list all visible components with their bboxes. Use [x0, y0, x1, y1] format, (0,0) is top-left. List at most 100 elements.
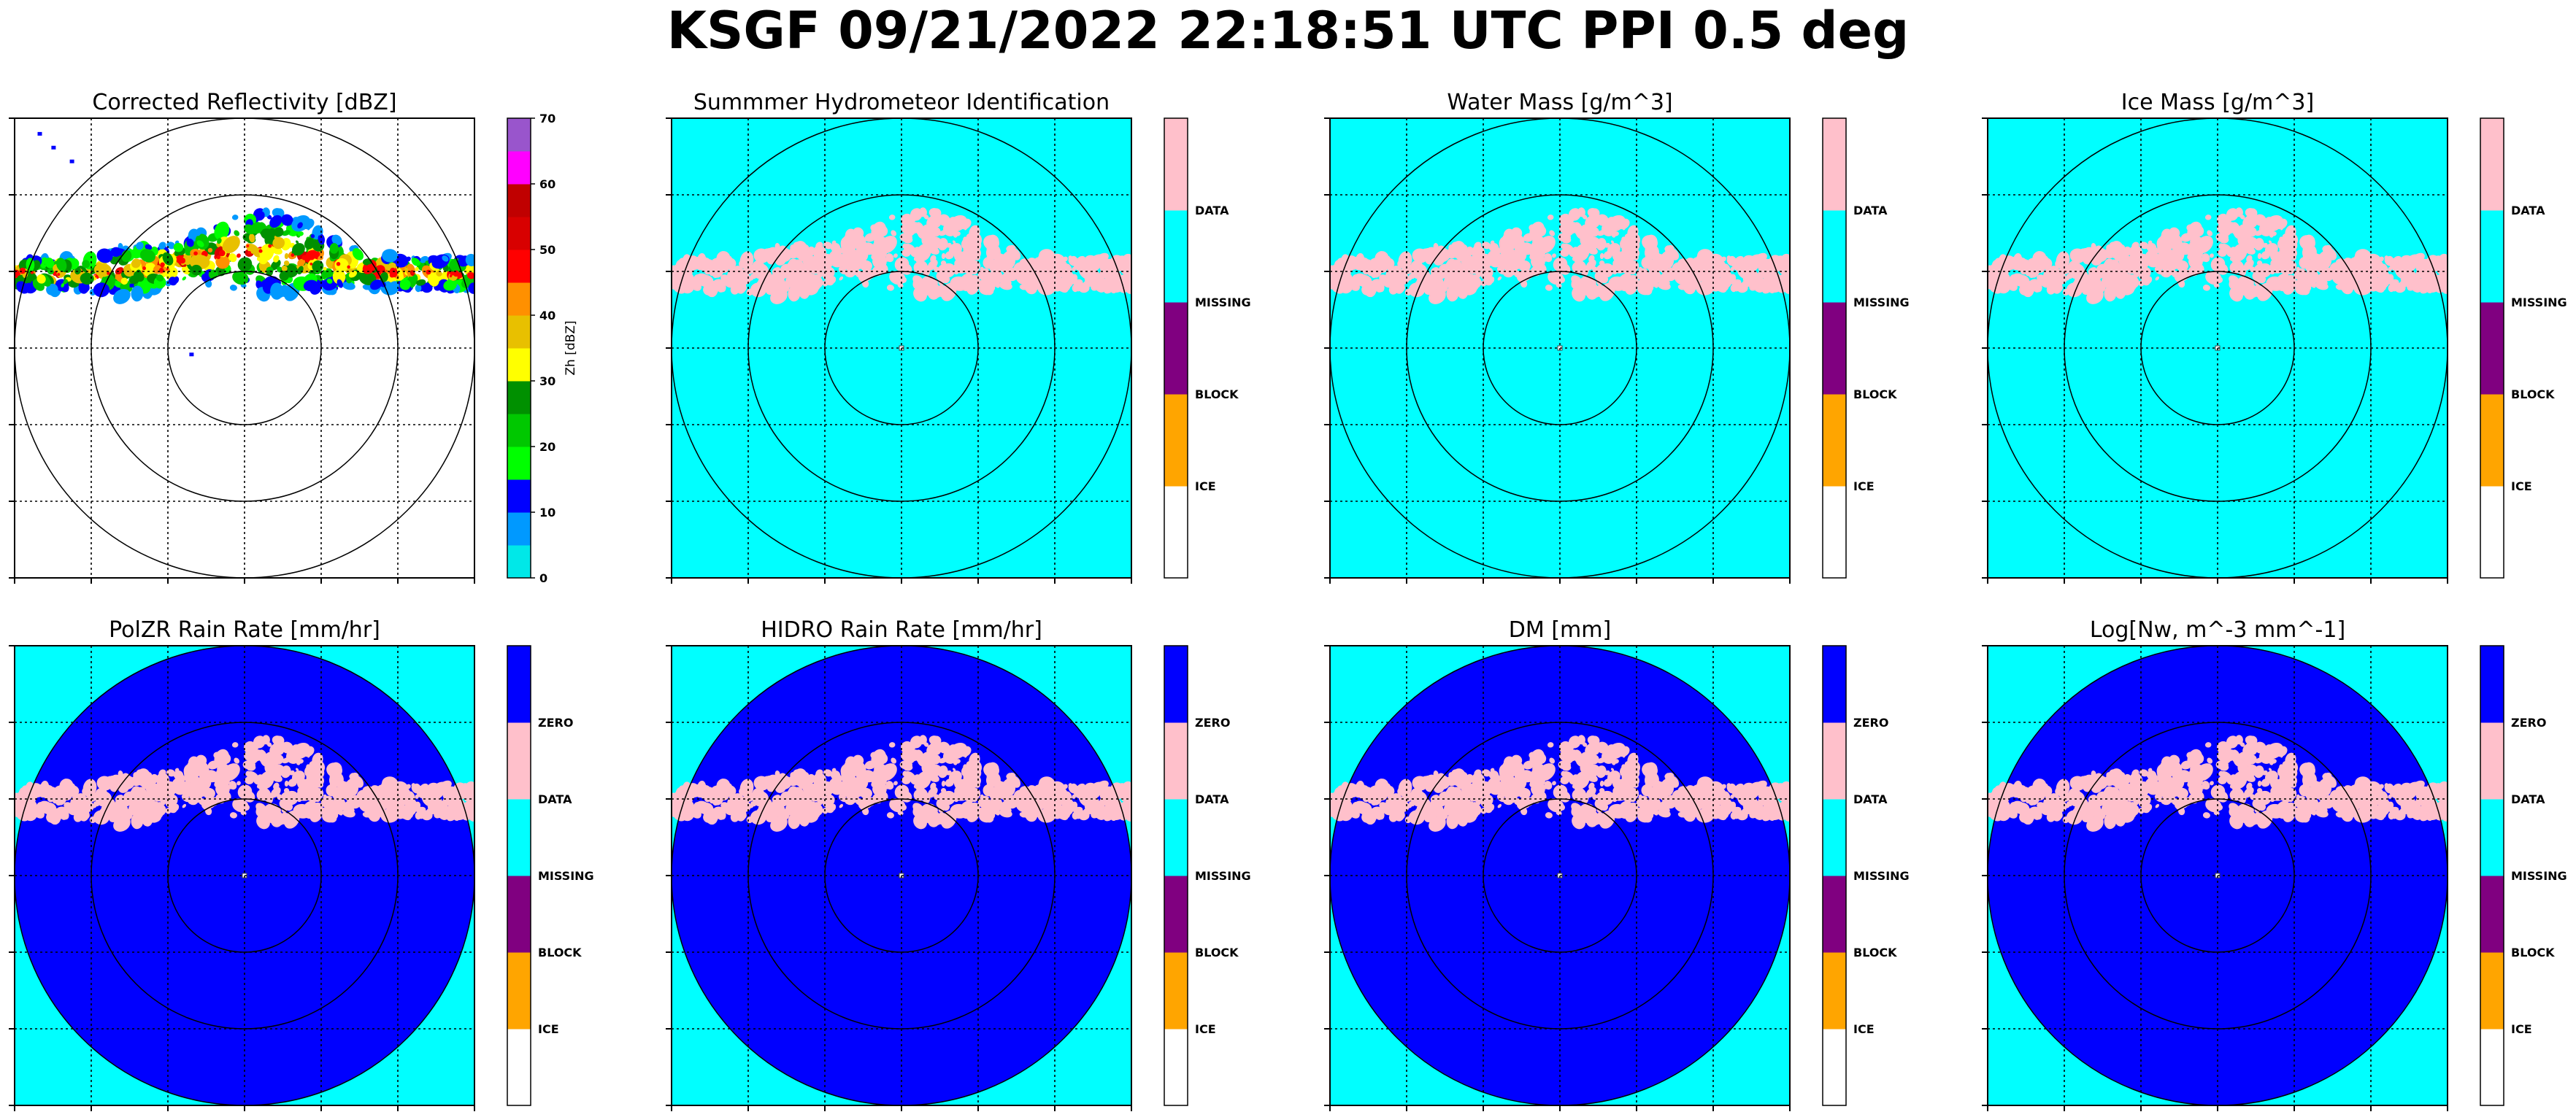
echo-cell	[1358, 264, 1362, 269]
echo-cell	[1047, 782, 1052, 787]
radar-panel: Log[Nw, m^-3 mm^-1]ICEBLOCKMISSINGDATAZE…	[1982, 617, 2567, 1111]
echo-cell	[1664, 797, 1672, 806]
echo-cell	[279, 798, 290, 808]
echo-cell	[1552, 253, 1556, 258]
panel-title: Summmer Hydrometeor Identification	[693, 90, 1110, 115]
echo-cell	[1068, 258, 1077, 266]
echo-cell	[1730, 266, 1734, 271]
echo-cell	[1596, 265, 1603, 271]
echo-cell	[1125, 282, 1131, 294]
echo-cell	[1511, 232, 1516, 236]
echo-core	[219, 250, 226, 257]
echo-cell	[879, 236, 897, 254]
echo-cell	[220, 777, 227, 785]
echo-cell	[1458, 790, 1472, 805]
echo-cell	[2253, 285, 2263, 298]
echo-field	[1330, 207, 1790, 351]
echo-cell	[45, 785, 55, 796]
colorbar-category-label: ZERO	[538, 716, 573, 730]
colorbar-category-label: ICE	[538, 1022, 559, 1036]
echo-cell	[2195, 236, 2213, 254]
colorbar-segment	[1164, 118, 1188, 211]
echo-cell	[61, 283, 65, 287]
echo-cell	[399, 279, 410, 289]
echo-cell	[2315, 282, 2329, 290]
colorbar-category-label: MISSING	[1195, 296, 1251, 309]
echo-cell	[1618, 746, 1630, 757]
echo-cell	[1585, 742, 1598, 756]
echo-cell	[815, 242, 823, 250]
echo-cell	[986, 771, 996, 781]
echo-cell	[701, 258, 712, 269]
echo-cell	[2247, 227, 2257, 237]
echo-cell	[272, 236, 285, 250]
echo-cell	[1361, 283, 1374, 296]
echo-cell	[2415, 255, 2422, 262]
echo-cell	[468, 282, 474, 294]
echo-cell	[1599, 260, 1605, 266]
echo-cell	[131, 813, 144, 830]
echo-cell	[331, 234, 342, 246]
echo-cell	[297, 222, 303, 229]
echo-cell	[326, 278, 333, 284]
echo-cell	[348, 270, 357, 278]
echo-cell	[1545, 812, 1553, 819]
echo-core	[308, 253, 315, 260]
echo-cell	[825, 277, 834, 286]
echo-cell	[941, 252, 946, 260]
echo-cell	[2291, 233, 2299, 245]
echo-core	[19, 267, 26, 274]
echo-cell	[168, 804, 177, 814]
echo-cell	[750, 790, 769, 805]
echo-cell	[1099, 783, 1106, 789]
echo-cell	[974, 760, 978, 763]
echo-core	[411, 271, 414, 274]
echo-cell	[739, 260, 747, 269]
colorbar-segment	[507, 184, 531, 217]
echo-cell	[222, 763, 240, 781]
echo-cell	[2252, 271, 2263, 281]
echo-cell	[954, 258, 963, 267]
echo-cell	[801, 771, 810, 778]
echo-cell	[272, 208, 284, 218]
colorbar-category-label: MISSING	[1853, 296, 1910, 309]
echo-cell	[718, 283, 722, 287]
echo-cell	[173, 770, 184, 780]
echo-cell	[1726, 258, 1736, 266]
colorbar-segment	[1823, 952, 1846, 1030]
echo-cell	[466, 800, 474, 807]
echo-cell	[879, 763, 897, 781]
echo-cell	[131, 258, 141, 269]
colorbar-segment	[507, 381, 531, 414]
echo-cell	[284, 780, 289, 787]
echo-cell	[273, 255, 280, 263]
echo-cell	[110, 247, 122, 257]
echo-cell	[2321, 270, 2330, 278]
echo-cell	[954, 749, 960, 757]
echo-cell	[1398, 811, 1405, 819]
colorbar-category-label: ZERO	[1195, 716, 1230, 730]
echo-cell	[2221, 233, 2229, 243]
echo-cell	[2169, 240, 2177, 247]
echo-cell	[839, 803, 844, 808]
echo-cell	[1575, 244, 1590, 261]
echo-cell	[862, 279, 869, 288]
echo-core	[160, 262, 165, 267]
echo-cell	[93, 790, 112, 805]
echo-cell	[700, 264, 704, 269]
echo-cell	[2029, 258, 2040, 271]
echo-cell	[980, 266, 984, 271]
echo-cell	[59, 286, 66, 290]
range-ring	[747, 194, 1056, 502]
echo-cell	[16, 282, 28, 293]
echo-cell	[2056, 284, 2063, 292]
echo-cell	[1488, 770, 1499, 780]
colorbar-category-label: ICE	[1853, 479, 1875, 493]
echo-cell	[823, 769, 833, 777]
echo-cell	[2129, 274, 2137, 282]
echo-cell	[1483, 804, 1493, 814]
echo-cell	[937, 812, 947, 825]
echo-cell	[297, 786, 306, 795]
echo-cell	[1106, 800, 1115, 808]
echo-cell	[739, 811, 747, 819]
